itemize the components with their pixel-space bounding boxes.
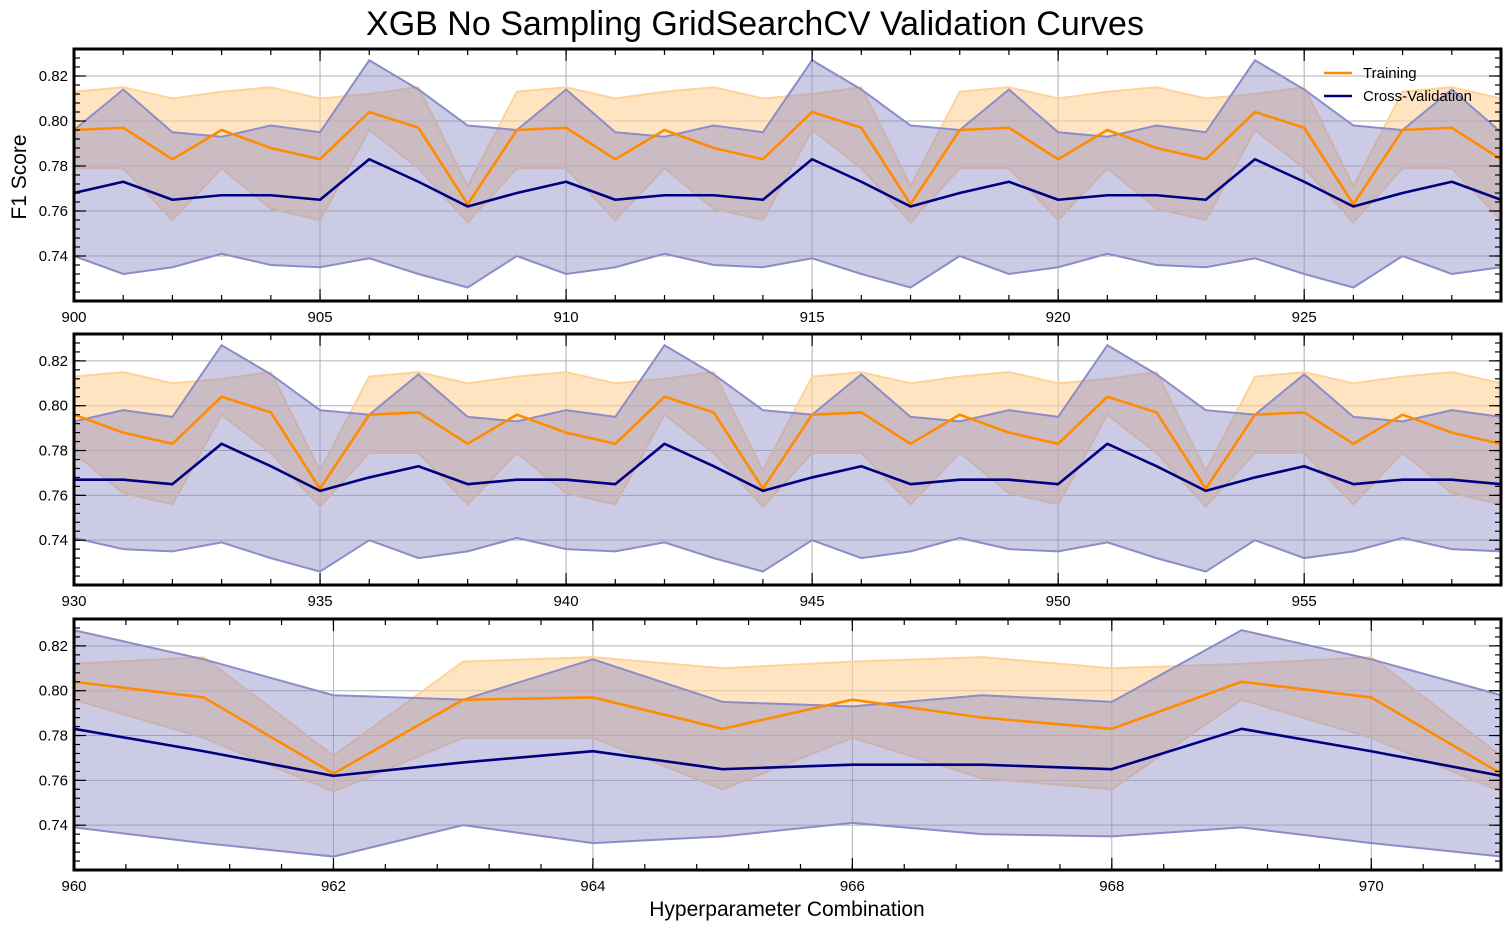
x-tick-label: 950	[1046, 593, 1071, 610]
x-tick-label: 930	[61, 593, 86, 610]
panel-2: 930 935 940 945 950 955 0.74 0.76 0.78 0.80 0.82	[39, 332, 1503, 610]
cv-line	[74, 727, 1501, 778]
panels-group: 900 905 910 915 920 925 0.74 0.76 0.78 0.80 0.82 Tr…	[39, 47, 1503, 895]
y-tick-label: 0.82	[39, 68, 68, 85]
y-tick-label: 0.74	[39, 532, 68, 549]
y-tick-label: 0.76	[39, 203, 68, 220]
y-tick-label: 0.80	[39, 398, 68, 415]
y-axis-title: F1 Score	[8, 134, 31, 219]
y-tick-label: 0.74	[39, 248, 68, 265]
x-tick-label: 970	[1359, 878, 1384, 895]
x-tick-label: 920	[1046, 309, 1071, 326]
x-tick-label: 955	[1292, 593, 1317, 610]
training-line	[74, 395, 1501, 490]
panel-frame	[72, 617, 1503, 872]
x-tick-label: 960	[61, 878, 86, 895]
y-tick-label: 0.80	[39, 683, 68, 700]
x-tick-label: 968	[1099, 878, 1124, 895]
training-std-band	[74, 371, 1501, 509]
x-tick-label: 900	[61, 309, 86, 326]
x-tick-label: 915	[800, 309, 825, 326]
panel-3: 960 962 964 966 968 970 0.74 0.76 0.78 0.80 0.82	[39, 617, 1503, 895]
plot-area	[74, 629, 1501, 858]
y-tick-label: 0.82	[39, 353, 68, 370]
y-tick-label: 0.78	[39, 443, 68, 460]
y-tick-label: 0.74	[39, 817, 68, 834]
cv-std-band	[74, 58, 1501, 289]
y-tick-label: 0.80	[39, 113, 68, 130]
panel-frame	[72, 332, 1503, 587]
legend-label: Cross-Validation	[1363, 88, 1472, 105]
training-line	[74, 680, 1501, 775]
training-line	[74, 110, 1501, 206]
chart-title: XGB No Sampling GridSearchCV Validation …	[366, 5, 1144, 43]
cv-std-band	[74, 629, 1501, 858]
x-tick-label: 935	[308, 593, 333, 610]
plot-area	[74, 343, 1501, 573]
x-tick-label: 905	[308, 309, 333, 326]
panel-frame	[72, 47, 1503, 303]
x-tick-label: 962	[321, 878, 346, 895]
x-axis-title: Hyperparameter Combination	[649, 898, 924, 921]
x-tick-label: 966	[840, 878, 865, 895]
y-tick-label: 0.78	[39, 158, 68, 175]
x-tick-label: 964	[580, 878, 605, 895]
x-tick-label: 945	[800, 593, 825, 610]
legend-label: Training	[1363, 65, 1417, 82]
x-tick-label: 910	[554, 309, 579, 326]
y-tick-label: 0.82	[39, 638, 68, 655]
cv-line	[74, 442, 1501, 493]
cv-std-band	[74, 343, 1501, 573]
y-tick-label: 0.78	[39, 728, 68, 745]
training-std-band	[74, 86, 1501, 224]
plot-area	[74, 58, 1501, 289]
panel-1: 900 905 910 915 920 925 0.74 0.76 0.78 0.80 0.82 Tr…	[39, 47, 1503, 326]
legend: Training Cross-Validation	[1324, 65, 1472, 105]
y-tick-label: 0.76	[39, 772, 68, 789]
x-tick-label: 940	[554, 593, 579, 610]
cv-line	[74, 157, 1501, 208]
x-tick-label: 925	[1292, 309, 1317, 326]
y-tick-label: 0.76	[39, 487, 68, 504]
